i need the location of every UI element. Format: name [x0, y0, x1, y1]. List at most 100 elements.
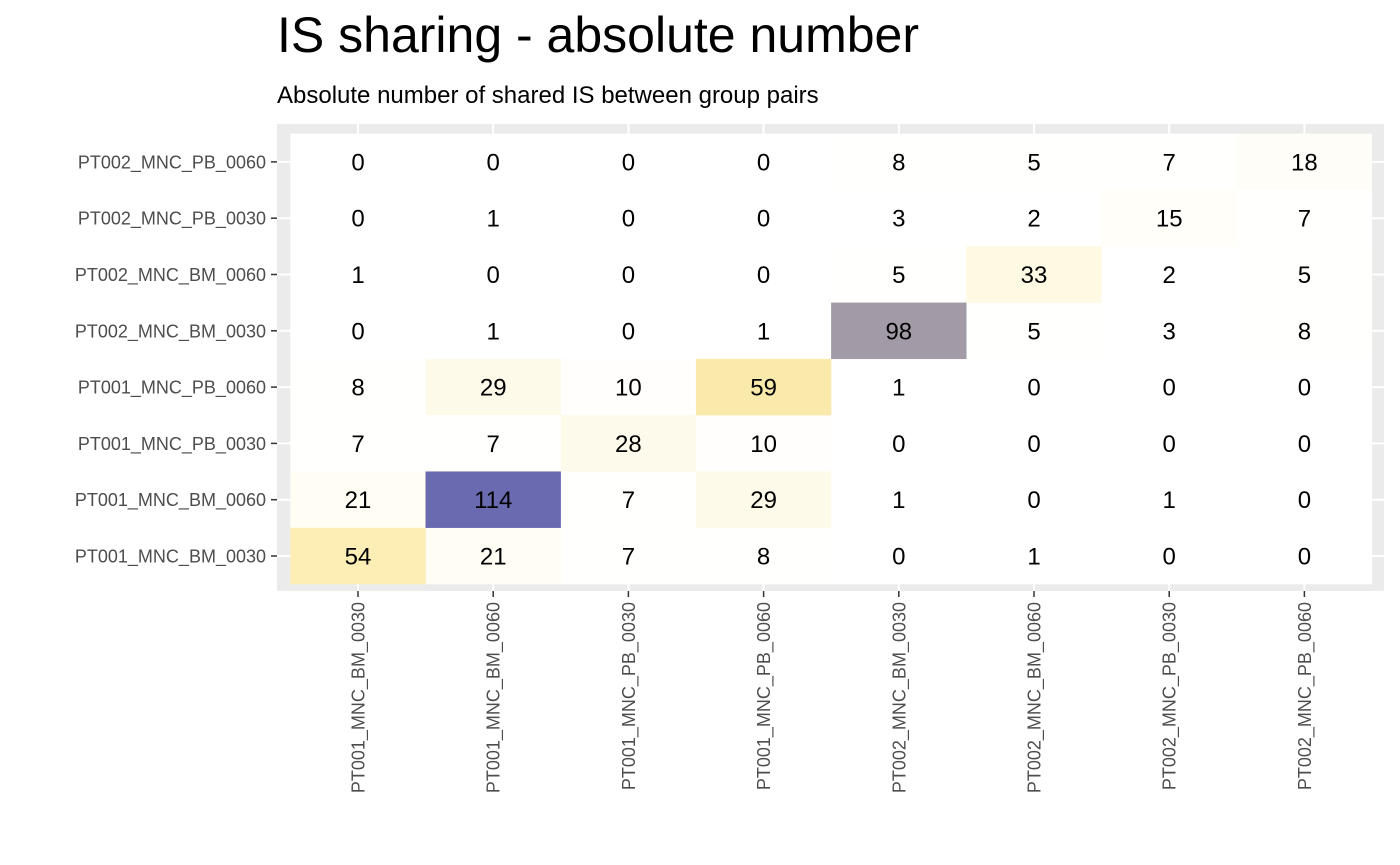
cell-value-label-5-6: 2 [1163, 262, 1176, 289]
heatmap-tile-0-3 [695, 527, 832, 585]
cell-value-label-2-2: 28 [615, 431, 642, 458]
cell-value-label-4-7: 8 [1298, 318, 1311, 345]
y-tick-label-4: PT002_MNC_BM_0030 [75, 321, 266, 342]
cell-value-label-3-0: 8 [351, 375, 364, 402]
heatmap-tile-3-1 [425, 358, 561, 416]
x-tick-label-1: PT001_MNC_BM_0060 [484, 602, 505, 793]
cell-value-label-1-7: 0 [1298, 487, 1311, 514]
x-axis: PT001_MNC_BM_0030 PT001_MNC_BM_0060 PT001_… [349, 591, 1316, 793]
cell-value-label-0-2: 7 [622, 544, 635, 571]
cell-value-label-7-7: 18 [1291, 149, 1318, 176]
cell-value-label-4-3: 1 [757, 318, 770, 345]
cell-value-label-6-4: 3 [892, 206, 905, 233]
y-tick-label-6: PT002_MNC_PB_0030 [78, 209, 266, 230]
cell-value-label-6-5: 2 [1027, 206, 1040, 233]
cell-value-label-7-0: 0 [351, 149, 364, 176]
cell-value-label-5-5: 33 [1021, 262, 1048, 289]
cell-value-label-3-1: 29 [480, 375, 507, 402]
cell-value-label-2-0: 7 [351, 431, 364, 458]
chart-subtitle: Absolute number of shared IS between gro… [277, 82, 819, 109]
cell-value-label-1-1: 114 [474, 487, 512, 514]
x-tick-label-3: PT001_MNC_PB_0060 [754, 602, 775, 790]
x-tick-label-4: PT002_MNC_BM_0030 [889, 602, 910, 793]
cell-value-label-3-5: 0 [1027, 375, 1040, 402]
cell-value-label-1-4: 1 [892, 487, 905, 514]
cell-value-label-7-6: 7 [1163, 149, 1176, 176]
cell-value-label-2-5: 0 [1027, 431, 1040, 458]
cell-value-label-6-1: 1 [487, 206, 500, 233]
cell-value-label-6-7: 7 [1298, 206, 1311, 233]
heatmap-tile-6-6 [1101, 189, 1237, 247]
heatmap-tile-1-1 [425, 471, 561, 528]
heatmap-tile-3-0 [290, 358, 426, 416]
heatmap-tile-2-1 [425, 415, 561, 472]
heatmap-tile-1-0 [290, 471, 426, 528]
cell-value-label-0-4: 0 [892, 544, 905, 571]
cell-value-label-0-6: 0 [1163, 544, 1176, 571]
y-tick-label-0: PT001_MNC_BM_0030 [75, 547, 266, 568]
y-tick-label-7: PT002_MNC_PB_0060 [78, 152, 266, 173]
heatmap-tiles [290, 133, 1373, 585]
cell-value-label-3-7: 0 [1298, 375, 1311, 402]
cell-value-label-6-3: 0 [757, 206, 770, 233]
y-axis: PT001_MNC_BM_0030 PT001_MNC_BM_0060 PT001_… [75, 152, 277, 568]
cell-value-label-2-3: 10 [750, 431, 777, 458]
cell-value-label-7-1: 0 [487, 149, 500, 176]
heatmap-tile-4-7 [1236, 302, 1373, 360]
heatmap-tile-1-2 [560, 471, 697, 528]
cell-value-label-0-5: 1 [1027, 544, 1040, 571]
cell-value-label-1-2: 7 [622, 487, 635, 514]
heatmap-tile-3-2 [560, 358, 697, 416]
cell-value-label-1-0: 21 [345, 487, 372, 514]
cell-value-label-5-3: 0 [757, 262, 770, 289]
cell-value-label-1-3: 29 [750, 487, 777, 514]
cell-value-label-4-5: 5 [1027, 318, 1040, 345]
cell-value-label-6-6: 15 [1156, 206, 1183, 233]
cell-value-label-4-2: 0 [622, 318, 635, 345]
heatmap-tile-5-5 [966, 246, 1102, 303]
heatmap-tile-4-4 [831, 302, 967, 360]
cell-value-label-3-2: 10 [615, 375, 642, 402]
cell-value-label-4-1: 1 [487, 318, 500, 345]
cell-value-label-2-4: 0 [892, 431, 905, 458]
cell-value-label-0-3: 8 [757, 544, 770, 571]
cell-value-label-6-2: 0 [622, 206, 635, 233]
heatmap-tile-7-7 [1236, 133, 1373, 191]
x-tick-label-6: PT002_MNC_PB_0030 [1160, 602, 1181, 790]
heatmap-tile-2-2 [560, 415, 697, 472]
heatmap-tile-0-1 [425, 527, 561, 585]
cell-value-label-4-0: 0 [351, 318, 364, 345]
cell-value-label-3-6: 0 [1163, 375, 1176, 402]
heatmap-tile-1-3 [695, 471, 832, 528]
cell-value-label-0-7: 0 [1298, 544, 1311, 571]
cell-value-label-5-7: 5 [1298, 262, 1311, 289]
heatmap-tile-2-0 [290, 415, 426, 472]
y-tick-label-3: PT001_MNC_PB_0060 [78, 378, 266, 399]
cell-value-label-0-0: 54 [345, 544, 372, 571]
cell-value-label-3-3: 59 [750, 375, 777, 402]
x-tick-label-7: PT002_MNC_PB_0060 [1295, 602, 1316, 790]
heatmap-tile-2-3 [695, 415, 832, 472]
cell-value-label-7-5: 5 [1027, 149, 1040, 176]
cell-value-label-4-4: 98 [885, 318, 912, 345]
cell-value-label-5-0: 1 [351, 262, 364, 289]
cell-value-label-6-0: 0 [351, 206, 364, 233]
cell-value-label-5-4: 5 [892, 262, 905, 289]
y-tick-label-5: PT002_MNC_BM_0060 [75, 265, 266, 286]
x-tick-label-2: PT001_MNC_PB_0030 [619, 602, 640, 790]
cell-value-label-7-3: 0 [757, 149, 770, 176]
cell-value-label-3-4: 1 [892, 375, 905, 402]
cell-value-label-7-4: 8 [892, 149, 905, 176]
x-tick-label-0: PT001_MNC_BM_0030 [349, 602, 370, 793]
heatmap-tile-3-3 [695, 358, 832, 416]
cell-value-label-5-1: 0 [487, 262, 500, 289]
cell-value-label-4-6: 3 [1163, 318, 1176, 345]
chart-title: IS sharing - absolute number [277, 7, 920, 63]
cell-value-label-7-2: 0 [622, 149, 635, 176]
heatmap-tile-7-6 [1101, 133, 1237, 191]
y-tick-label-1: PT001_MNC_BM_0060 [75, 490, 266, 511]
heatmap-tile-6-7 [1236, 189, 1373, 247]
cell-value-label-5-2: 0 [622, 262, 635, 289]
cell-value-label-2-6: 0 [1163, 431, 1176, 458]
